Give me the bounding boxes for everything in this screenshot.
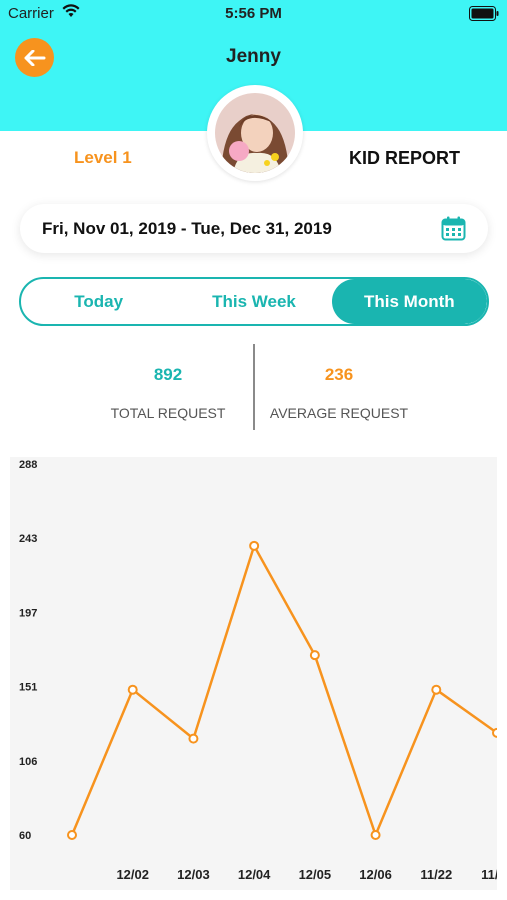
stat-divider <box>253 344 255 430</box>
battery-icon <box>469 6 499 21</box>
page-title: Jenny <box>226 46 281 67</box>
data-point[interactable] <box>127 684 138 695</box>
average-request-label: AVERAGE REQUEST <box>269 405 409 421</box>
total-request-stat: 892 TOTAL REQUEST <box>88 365 248 421</box>
x-tick-label: 11/23 <box>481 867 497 882</box>
y-tick-label: 197 <box>19 607 37 619</box>
level-label: Level 1 <box>74 148 132 167</box>
data-point[interactable] <box>431 684 442 695</box>
avatar-photo <box>215 93 295 173</box>
x-tick-label: 12/02 <box>116 867 149 882</box>
date-range-text: Fri, Nov 01, 2019 - Tue, Dec 31, 2019 <box>42 219 332 238</box>
wifi-icon <box>62 4 80 17</box>
y-tick-label: 243 <box>19 533 37 545</box>
total-request-value: 892 <box>153 365 183 384</box>
data-point[interactable] <box>188 733 199 744</box>
total-request-label: TOTAL REQUEST <box>110 405 226 421</box>
date-range-picker[interactable]: Fri, Nov 01, 2019 - Tue, Dec 31, 2019 <box>20 204 488 253</box>
x-tick-label: 12/06 <box>359 867 392 882</box>
kid-report-label: KID REPORT <box>348 148 460 168</box>
line-chart: 60 106 151 197 243 288 12/02 12/03 12/04 12/05 12/… <box>19 459 497 882</box>
y-tick-label: 106 <box>19 756 37 768</box>
y-tick-label: 288 <box>19 459 37 471</box>
average-request-stat: 236 AVERAGE REQUEST <box>259 365 419 421</box>
x-tick-label: 11/22 <box>420 867 452 882</box>
status-bar: Carrier 5:56 PM <box>0 0 507 30</box>
tab-this-week[interactable]: This Week <box>212 291 296 311</box>
clock: 5:56 PM <box>225 5 282 22</box>
request-chart: 60 106 151 197 243 288 12/02 12/03 12/04 12/05 12/… <box>10 457 497 890</box>
calendar-icon[interactable] <box>441 216 466 241</box>
series-line <box>70 544 497 837</box>
data-point[interactable] <box>370 830 381 840</box>
arrow-left-icon <box>24 49 45 66</box>
y-tick-label: 60 <box>19 830 31 842</box>
y-tick-label: 151 <box>19 682 37 694</box>
data-point[interactable] <box>309 650 320 661</box>
x-tick-label: 12/04 <box>238 867 271 882</box>
data-point[interactable] <box>492 727 497 738</box>
data-point[interactable] <box>249 540 260 551</box>
data-point[interactable] <box>67 830 77 840</box>
x-tick-label: 12/05 <box>299 867 332 882</box>
avatar <box>207 85 303 181</box>
carrier-label: Carrier <box>8 5 54 22</box>
tab-today[interactable]: Today <box>74 291 124 311</box>
period-tabs: Today This Week This Month <box>19 277 489 326</box>
average-request-value: 236 <box>324 365 354 384</box>
back-button[interactable] <box>15 38 54 77</box>
tab-this-month[interactable]: This Month <box>331 279 487 324</box>
x-tick-label: 12/03 <box>177 867 210 882</box>
